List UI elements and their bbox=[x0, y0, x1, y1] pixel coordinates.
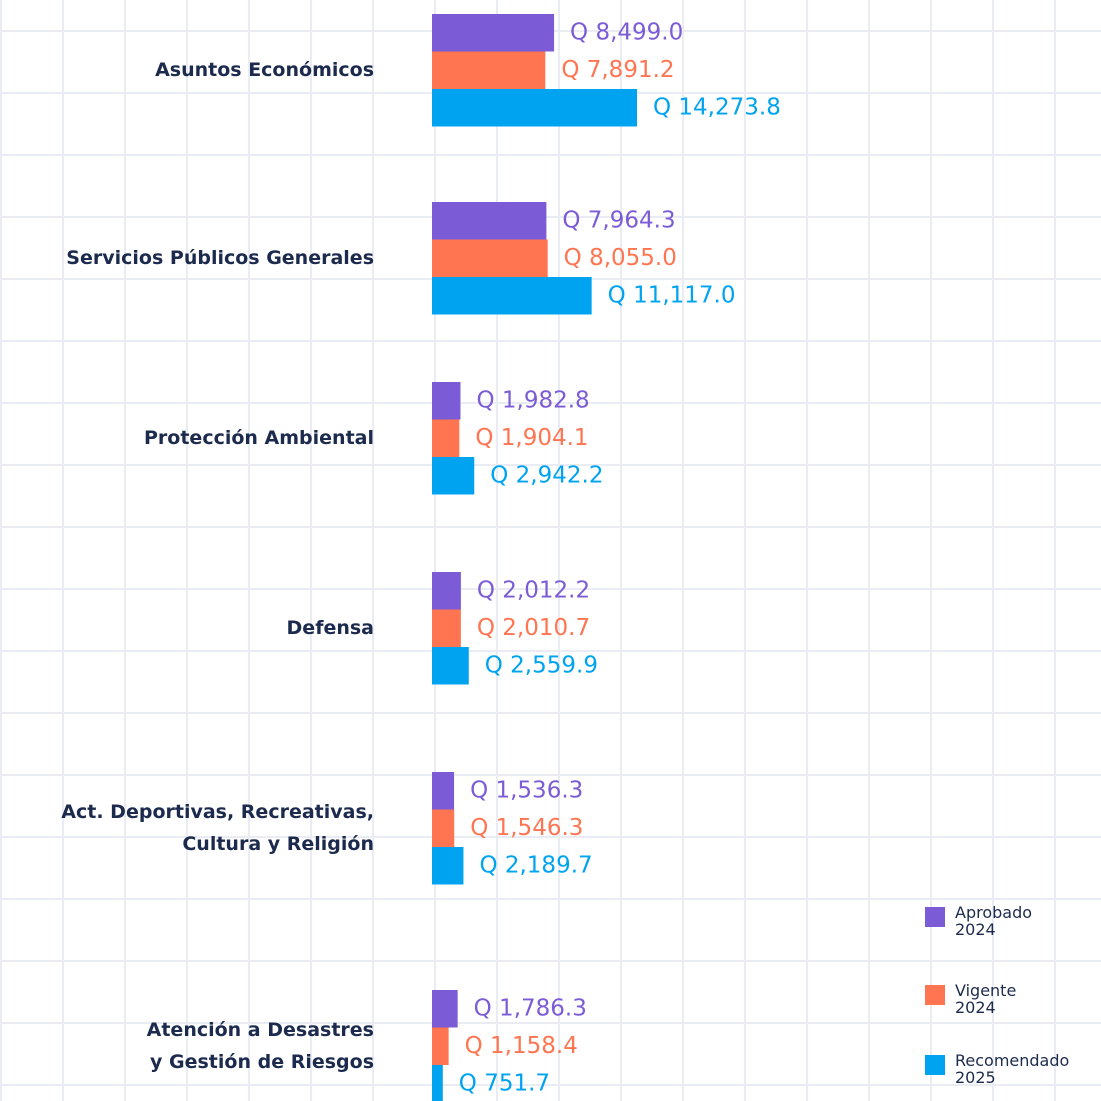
bar bbox=[432, 990, 458, 1028]
value-label: Q 1,536.3 bbox=[470, 777, 583, 803]
legend-label: Vigente 2024 bbox=[955, 981, 1017, 1017]
bar bbox=[432, 89, 637, 127]
bar bbox=[432, 239, 548, 277]
bar bbox=[432, 809, 455, 847]
category-label: Act. Deportivas, Recreativas, Cultura y … bbox=[61, 801, 374, 856]
category-label: Servicios Públicos Generales bbox=[66, 247, 374, 270]
value-label: Q 14,273.8 bbox=[653, 94, 781, 120]
value-label: Q 7,891.2 bbox=[561, 57, 674, 83]
category-label: Atención a Desastres y Gestión de Riesgo… bbox=[146, 1019, 374, 1074]
value-label: Q 1,158.4 bbox=[465, 1033, 578, 1059]
value-label: Q 7,964.3 bbox=[562, 207, 675, 233]
category-label: Protección Ambiental bbox=[144, 427, 374, 450]
legend-label: Aprobado 2024 bbox=[955, 903, 1033, 939]
value-label: Q 1,904.1 bbox=[475, 425, 588, 451]
bar bbox=[432, 51, 546, 89]
bar bbox=[432, 847, 464, 885]
bar bbox=[432, 572, 461, 610]
value-label: Q 2,559.9 bbox=[485, 652, 598, 678]
bar bbox=[432, 14, 555, 52]
legend-label: Recomendado 2025 bbox=[955, 1051, 1070, 1087]
value-label: Q 2,010.7 bbox=[477, 615, 590, 641]
category-label: Asuntos Económicos bbox=[155, 59, 374, 82]
bar bbox=[432, 457, 475, 495]
value-label: Q 1,546.3 bbox=[470, 815, 583, 841]
value-label: Q 11,117.0 bbox=[608, 282, 736, 308]
bar bbox=[432, 202, 547, 240]
bar bbox=[432, 609, 461, 647]
bar bbox=[432, 1065, 443, 1101]
category-label: Defensa bbox=[286, 617, 374, 640]
value-label: Q 1,982.8 bbox=[476, 387, 589, 413]
value-label: Q 751.7 bbox=[459, 1070, 550, 1096]
bar bbox=[432, 277, 592, 315]
value-label: Q 2,942.2 bbox=[490, 462, 603, 488]
legend-swatch bbox=[925, 985, 945, 1005]
bar bbox=[432, 647, 469, 685]
value-label: Q 8,055.0 bbox=[564, 245, 677, 271]
legend-swatch bbox=[925, 907, 945, 927]
value-label: Q 1,786.3 bbox=[474, 995, 587, 1021]
bar bbox=[432, 772, 455, 810]
value-label: Q 8,499.0 bbox=[570, 19, 683, 45]
value-label: Q 2,012.2 bbox=[477, 577, 590, 603]
bar bbox=[432, 382, 461, 420]
value-label: Q 2,189.7 bbox=[479, 852, 592, 878]
bar bbox=[432, 1027, 449, 1065]
legend-swatch bbox=[925, 1055, 945, 1075]
bar bbox=[432, 419, 460, 457]
